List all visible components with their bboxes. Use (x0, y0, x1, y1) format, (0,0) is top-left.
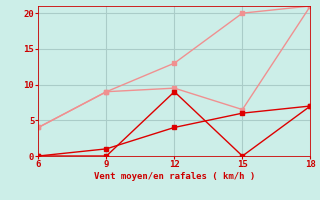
X-axis label: Vent moyen/en rafales ( km/h ): Vent moyen/en rafales ( km/h ) (94, 172, 255, 181)
